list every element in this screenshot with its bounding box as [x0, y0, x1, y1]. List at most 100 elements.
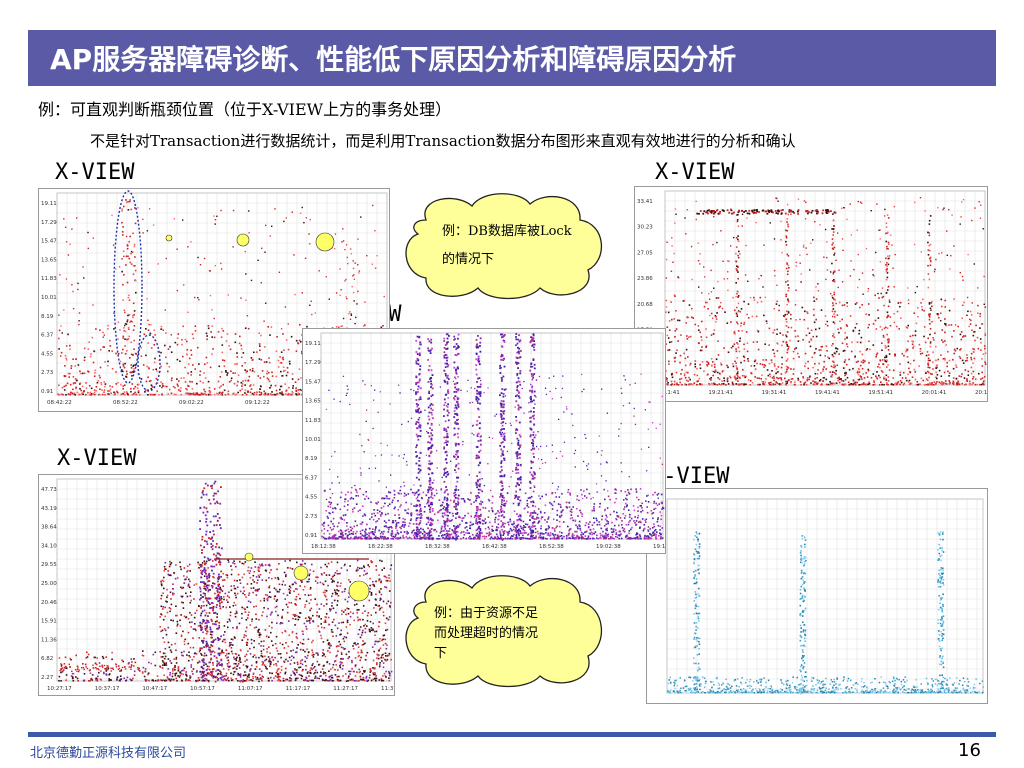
x-tick-label: 08:52:22: [113, 400, 138, 406]
scatter-points: [515, 333, 522, 540]
xview-chart-middle-plot: 19.11 17.29 15.47 13.65 11.83 10.01 8.19 6.37 4.…: [305, 332, 665, 550]
x-tick-label: 19:31:41: [762, 390, 787, 396]
x-tick-label: 19:41:41: [815, 390, 840, 396]
callout-db-lock-line1: 例：DB数据库被Lock: [442, 224, 572, 239]
x-tick-label: 19:12:38: [653, 544, 665, 550]
callout-resource-line3: 下: [434, 646, 448, 661]
y-tick-label: 6.37: [305, 475, 318, 481]
y-tick-label: 30.23: [637, 225, 653, 231]
page-number: 16: [958, 740, 981, 761]
x-tick-label: 19:21:41: [708, 390, 733, 396]
callout-resource-line2: 而处理超时的情况: [434, 626, 539, 641]
y-tick-label: 4.55: [41, 351, 54, 357]
xview-chart-bottom-left-plot: 47.73 43.19 38.64 34.10 29.55 25.00 20.46 15.91…: [41, 478, 394, 692]
y-tick-label: 29.55: [41, 562, 57, 568]
y-tick-label: 8.19: [41, 314, 54, 320]
xview-chart-top-right-plot: 33.4130.2327.0523.8620.6817.5014.3211.14…: [637, 190, 987, 396]
x-tick-label: 10:27:17: [47, 686, 72, 692]
scatter-points: [785, 213, 790, 383]
scatter-points: [59, 663, 141, 673]
scatter-points: [831, 213, 836, 385]
company-name: 北京德勤正源科技有限公司: [30, 746, 187, 761]
y-tick-label: 47.73: [41, 487, 57, 493]
xview-chart-middle: 19.11 17.29 15.47 13.65 11.83 10.01 8.19 6.37 4.…: [302, 328, 666, 554]
scatter-points: [58, 650, 393, 682]
x-tick-label: 10:57:17: [190, 686, 215, 692]
y-tick-label: 10.01: [41, 295, 57, 301]
scatter-points: [443, 333, 450, 540]
scatter-points: [885, 214, 890, 386]
x-tick-label: 20:11: [975, 390, 987, 396]
x-tick-label: 09:12:22: [245, 400, 270, 406]
scatter-points: [415, 335, 422, 540]
x-tick-label: 09:02:22: [179, 400, 204, 406]
y-tick-label: 20.46: [41, 600, 57, 606]
y-tick-label: 11.83: [41, 276, 57, 282]
scatter-points: [325, 373, 663, 501]
x-tick-label: 11:27:17: [333, 686, 358, 692]
scatter-points: [453, 333, 460, 541]
x-tick-label: 10:47:17: [142, 686, 167, 692]
y-tick-label: 27.05: [637, 250, 653, 256]
x-tick-label: 18:22:38: [368, 544, 393, 550]
scatter-points: [799, 535, 807, 695]
y-tick-label: 17.29: [305, 360, 321, 366]
scatter-points: [937, 531, 945, 693]
y-tick-label: 2.73: [41, 370, 54, 376]
callout-db-lock-line2: 的情况下: [442, 252, 495, 267]
x-tick-label: 18:42:38: [482, 544, 507, 550]
y-tick-label: 10.01: [305, 437, 321, 443]
title-bar: AP服务器障碍诊断、性能低下原因分析和障碍原因分析: [28, 30, 996, 86]
xview-chart-top-right: 33.4130.2327.0523.8620.6817.5014.3211.14…: [634, 186, 988, 402]
y-tick-label: 0.91: [41, 389, 53, 395]
y-tick-label: 0.91: [305, 533, 317, 539]
y-tick-label: 17.29: [41, 220, 57, 226]
x-tick-label: 10:37:17: [95, 686, 120, 692]
y-tick-label: 4.55: [305, 495, 318, 501]
slide-title: AP服务器障碍诊断、性能低下原因分析和障碍原因分析: [50, 43, 737, 76]
scatter-points: [693, 531, 701, 694]
y-tick-label: 43.19: [41, 506, 57, 512]
scatter-points: [427, 338, 434, 541]
y-tick-label: 13.65: [305, 399, 321, 405]
xview-chart-bottom-right-plot: [666, 498, 984, 695]
xview-label-top-right: X-VIEW: [655, 160, 735, 185]
callout-resource-line1: 例：由于资源不足: [434, 606, 539, 621]
xview-label-top-left: X-VIEW: [55, 160, 135, 185]
x-tick-label: 19:51:41: [868, 390, 893, 396]
subtitle: 例：可直观判断瓶颈位置（位于X-VIEW上方的事务处理）: [38, 100, 452, 119]
y-tick-label: 8.19: [305, 456, 318, 462]
scatter-points: [159, 559, 393, 683]
y-tick-label: 15.47: [305, 379, 321, 385]
scatter-points: [665, 197, 985, 327]
scatter-points: [321, 488, 665, 540]
y-tick-label: 19.11: [305, 341, 321, 347]
x-tick-label: 19:11:41: [655, 390, 680, 396]
y-tick-label: 23.86: [637, 276, 653, 282]
x-tick-label: 11:37: [381, 686, 394, 692]
description: 不是针对Transaction进行数据统计，而是利用Transaction数据分…: [90, 132, 796, 150]
scatter-points: [696, 209, 837, 215]
x-tick-label: 11:17:17: [286, 686, 311, 692]
callout-resource-shortage: 例：由于资源不足 而处理超时的情况 下: [396, 572, 608, 690]
y-tick-label: 33.41: [637, 199, 653, 205]
xview-label-bottom-left: X-VIEW: [57, 446, 137, 471]
callout-db-lock: 例：DB数据库被Lock 的情况下: [396, 190, 608, 302]
scatter-points: [121, 199, 137, 373]
y-tick-label: 11.36: [41, 637, 57, 643]
x-tick-label: 11:07:17: [238, 686, 263, 692]
scatter-points: [927, 215, 932, 386]
y-tick-label: 19.11: [41, 201, 57, 207]
y-tick-label: 34.10: [41, 543, 57, 549]
x-tick-label: 19:02:38: [596, 544, 621, 550]
y-tick-label: 2.27: [41, 675, 54, 681]
chart-grid: [666, 498, 984, 694]
footer-bar: [28, 732, 996, 737]
scatter-points: [499, 333, 506, 541]
scatter-points: [735, 211, 740, 385]
x-tick-label: 20:01:41: [922, 390, 947, 396]
y-tick-label: 15.91: [41, 619, 57, 625]
y-tick-label: 6.82: [41, 656, 53, 662]
y-tick-label: 11.83: [305, 418, 321, 424]
x-tick-label: 18:12:38: [311, 544, 336, 550]
